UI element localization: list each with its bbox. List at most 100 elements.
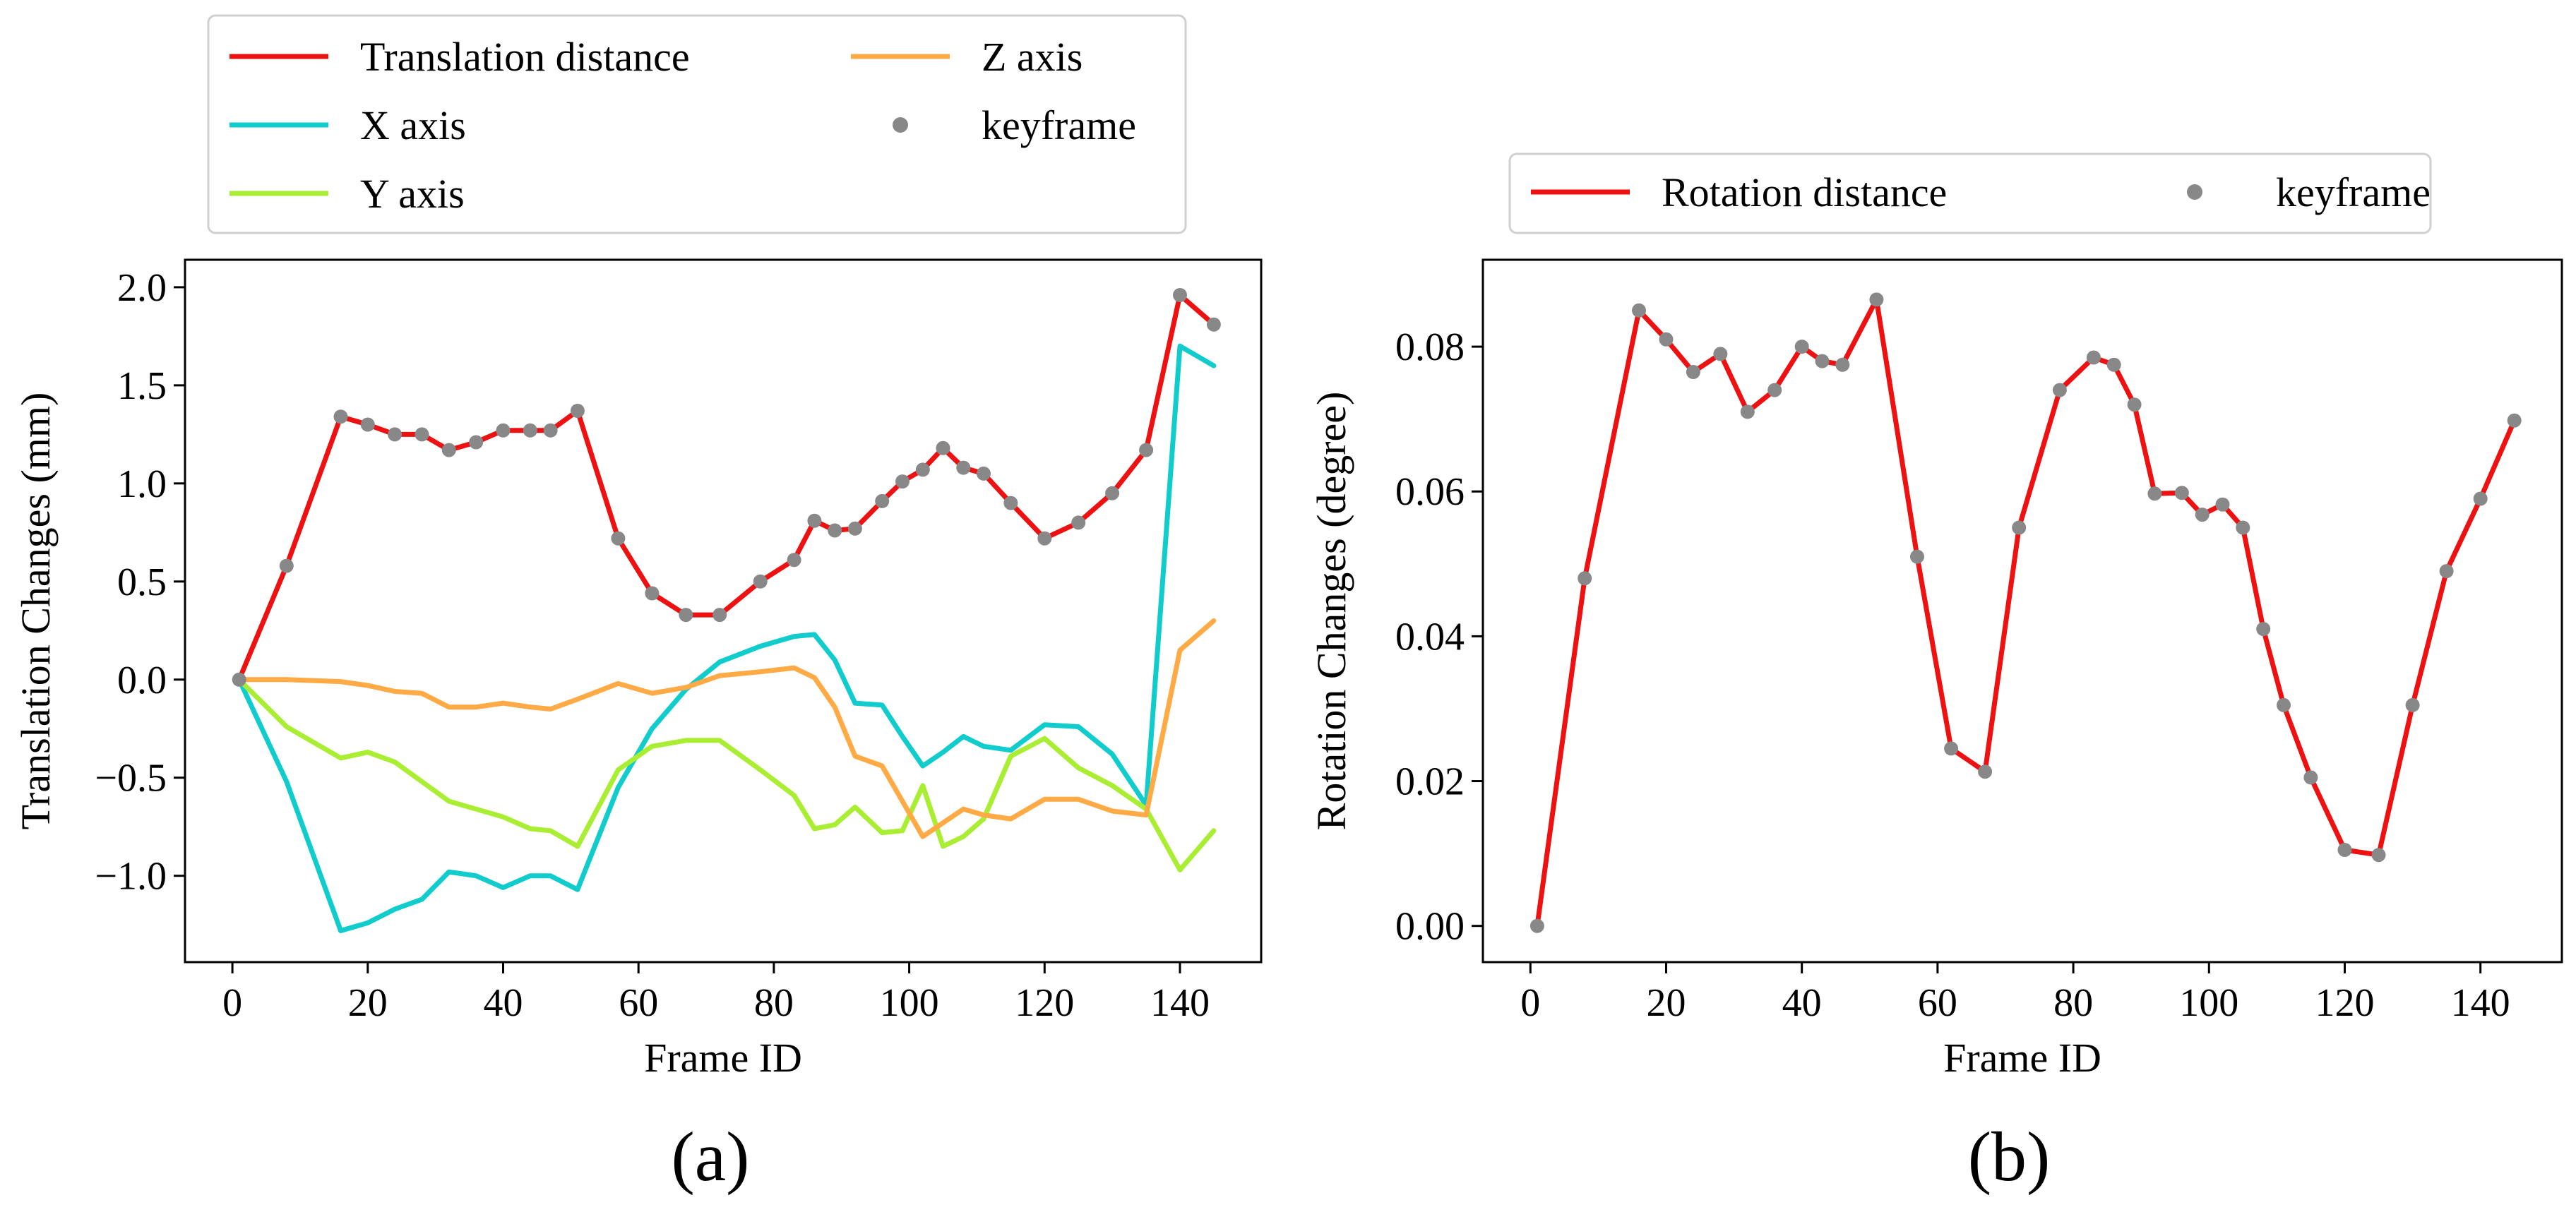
keyframe-point — [956, 460, 971, 475]
keyframe-point — [2012, 520, 2027, 535]
keyframe-point — [496, 423, 511, 438]
y-tick-label: 0.06 — [1395, 470, 1465, 514]
keyframe-point — [936, 440, 950, 455]
keyframe-point — [2473, 491, 2488, 506]
x-tick-label: 20 — [348, 981, 388, 1025]
keyframe-point — [1003, 496, 1018, 510]
keyframe-point — [645, 586, 660, 601]
x-axis-title: Frame ID — [644, 1035, 802, 1081]
legend-label-keyframe: keyframe — [982, 102, 1136, 148]
y-axis-title: Rotation Changes (degree) — [1308, 392, 1354, 831]
x-tick-label: 120 — [2315, 981, 2374, 1025]
keyframe-point — [1910, 549, 1924, 564]
keyframe-point — [2303, 770, 2318, 785]
keyframe-point — [787, 553, 801, 568]
y-tick-label: 0.0 — [117, 659, 167, 702]
series-line-rotation-distance — [1534, 296, 2517, 929]
keyframe-point — [441, 443, 456, 457]
legend-label-z-axis: Z axis — [982, 34, 1083, 80]
keyframe-point — [712, 608, 727, 623]
x-tick-label: 100 — [880, 981, 939, 1025]
keyframe-point — [2174, 486, 2189, 500]
keyframe-point — [1815, 354, 1830, 368]
keyframe-point — [1767, 383, 1782, 397]
legend-label-keyframe: keyframe — [2276, 169, 2431, 215]
y-tick-label: 0.5 — [117, 560, 167, 604]
keyframe-point — [875, 493, 890, 508]
keyframe-point — [333, 409, 348, 424]
keyframe-point — [1632, 303, 1646, 318]
keyframe-point — [828, 523, 842, 538]
keyframe-point — [1686, 365, 1700, 379]
y-tick-label: 2.0 — [117, 266, 167, 310]
keyframe-point — [2052, 383, 2067, 397]
legend-marker-keyframe — [893, 117, 908, 133]
x-tick-label: 0 — [1520, 981, 1540, 1025]
series-line-y-axis — [237, 677, 1217, 872]
x-tick-label: 20 — [1646, 981, 1686, 1025]
x-tick-label: 0 — [222, 981, 242, 1025]
chart-a-translation: 0 20 40 60 80 100 120 140 −1.0 −0.5 0.0 0.5 1.0 1.5 2.… — [13, 14, 1263, 1081]
legend-marker-keyframe — [2187, 184, 2202, 200]
x-tick-label: 60 — [1918, 981, 1957, 1025]
legend-box — [207, 14, 1187, 234]
keyframe-point — [1071, 515, 1086, 530]
keyframe-point — [1944, 741, 1959, 756]
keyframe-point — [1105, 486, 1120, 500]
keyframe-point — [807, 513, 822, 528]
keyframe-point — [469, 435, 484, 450]
keyframe-point — [570, 404, 585, 418]
legend-box — [1508, 152, 2432, 234]
keyframe-point — [1139, 443, 1154, 457]
keyframe-point — [847, 521, 862, 536]
y-tick-label: 0.00 — [1395, 905, 1465, 949]
keyframe-point — [679, 608, 693, 623]
x-tick-label: 100 — [2179, 981, 2238, 1025]
keyframe-point — [2195, 508, 2210, 522]
x-tick-label: 120 — [1015, 981, 1074, 1025]
keyframe-point — [1206, 317, 1221, 332]
keyframe-point — [2147, 486, 2162, 501]
keyframe-point — [1173, 288, 1187, 302]
y-tick-label: −1.0 — [95, 855, 167, 899]
keyframe-point — [977, 466, 991, 481]
keyframe-point — [2127, 397, 2142, 412]
legend-label-rotation-distance: Rotation distance — [1662, 169, 1947, 215]
keyframe-point — [388, 427, 402, 442]
keyframe-point — [1978, 764, 1993, 779]
x-axis-title: Frame ID — [1943, 1035, 2101, 1081]
chart-b-rotation: 0 20 40 60 80 100 120 140 0.00 0.02 0.04 0.06 0.08 Fr… — [1308, 152, 2563, 1081]
y-tick-label: 0.04 — [1395, 615, 1465, 659]
keyframe-point — [1869, 292, 1884, 307]
keyframe-point — [1659, 332, 1674, 347]
y-tick-label: 0.02 — [1395, 760, 1465, 804]
x-tick-label: 80 — [754, 981, 794, 1025]
keyframe-point — [232, 672, 246, 687]
keyframe-point — [915, 462, 930, 477]
y-tick-label: 0.08 — [1395, 325, 1465, 369]
caption-a: (a) — [672, 1117, 750, 1196]
keyframe-point — [2439, 564, 2454, 579]
keyframe-point — [2215, 497, 2230, 512]
series-line-z-axis — [237, 618, 1217, 839]
caption-b: (b) — [1968, 1117, 2051, 1196]
y-tick-label: 1.0 — [117, 462, 167, 506]
keyframe-point — [1530, 918, 1544, 933]
keyframe-point — [523, 423, 537, 438]
keyframe-point — [360, 417, 375, 432]
keyframe-point — [2337, 843, 2352, 857]
keyframe-point — [543, 423, 558, 438]
keyframe-point — [2106, 357, 2121, 372]
keyframe-point — [1037, 531, 1052, 546]
y-axis-title: Translation Changes (mm) — [13, 392, 59, 830]
keyframe-point — [753, 574, 768, 589]
keyframe-point — [2507, 413, 2522, 428]
plot-frame — [1481, 258, 2563, 964]
keyframe-point — [2405, 697, 2420, 712]
legend-label-translation-distance: Translation distance — [360, 34, 690, 80]
x-tick-label: 80 — [2053, 981, 2093, 1025]
legend-label-x-axis: X axis — [360, 102, 466, 148]
y-tick-label: 1.5 — [117, 364, 167, 408]
x-tick-label: 140 — [1150, 981, 1210, 1025]
